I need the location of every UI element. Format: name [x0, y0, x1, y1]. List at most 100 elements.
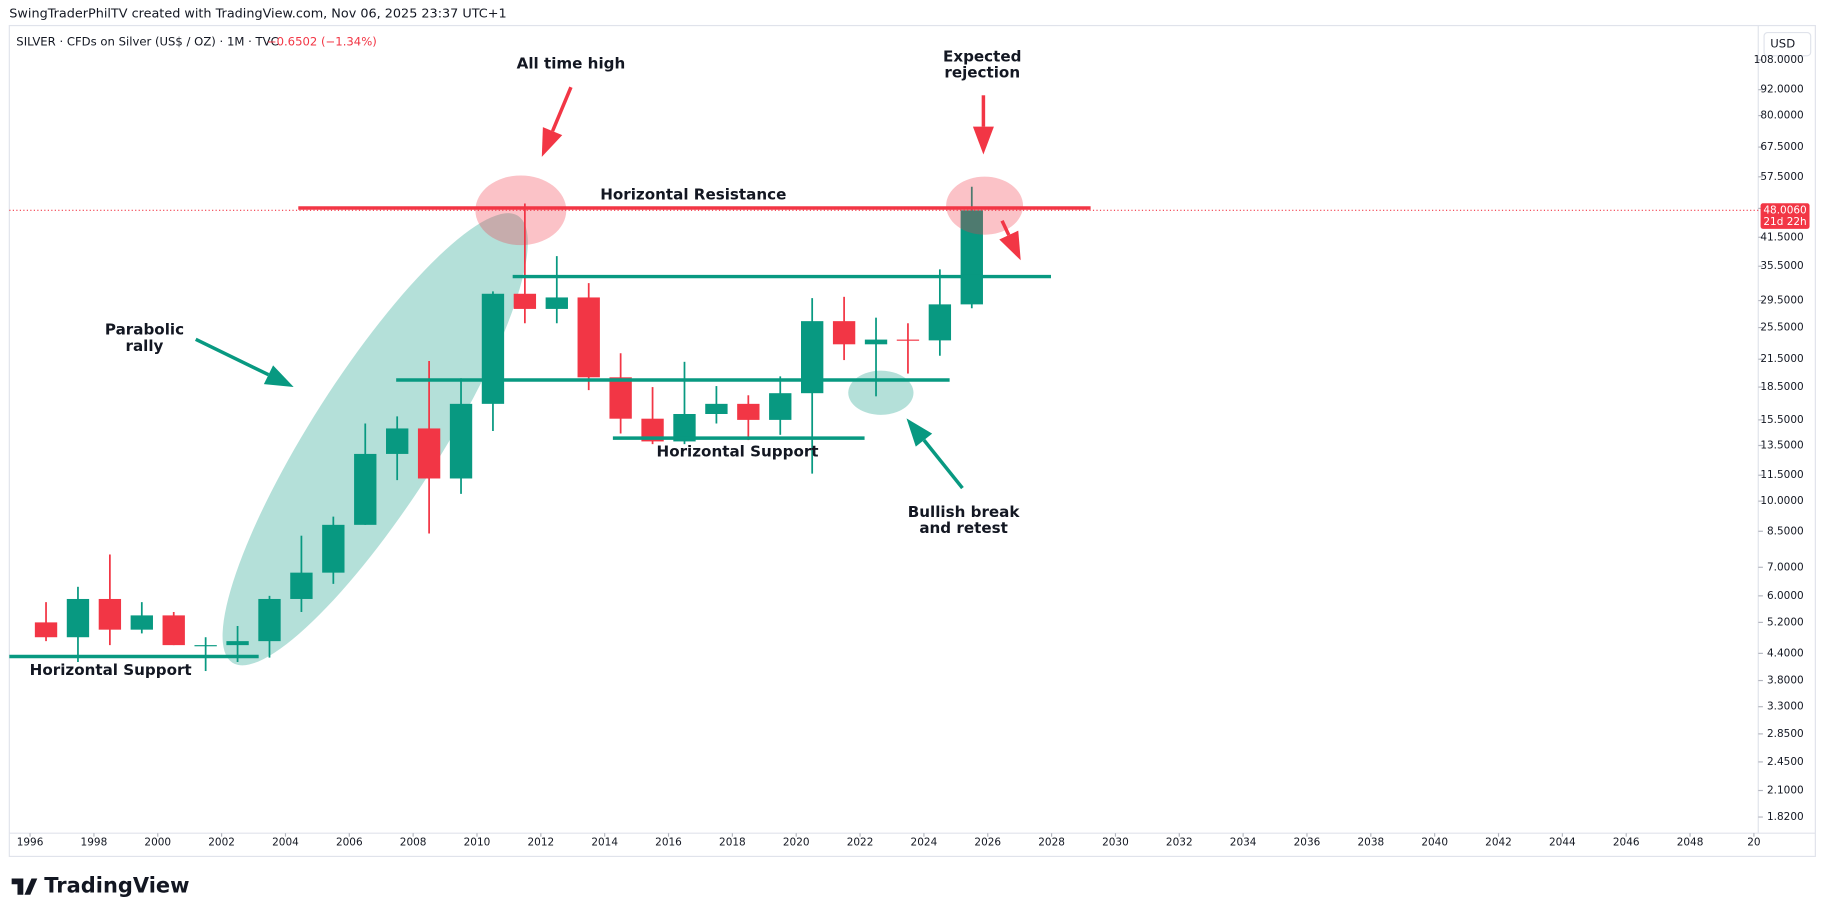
x-tick-label: 2040: [1421, 836, 1448, 848]
x-tick-label: 2024: [911, 836, 938, 848]
candle-body: [290, 572, 313, 599]
annotation: All time high: [517, 54, 626, 72]
x-tick-label: 20: [1747, 836, 1760, 848]
y-tick-label: 10.0000: [1760, 495, 1803, 507]
candle-body: [513, 293, 537, 309]
candle: [769, 376, 792, 435]
candles: [34, 186, 983, 672]
annotation: Bullish break: [908, 503, 1021, 521]
candle: [66, 586, 90, 662]
x-tick-label: 2006: [336, 836, 363, 848]
candle: [864, 317, 888, 397]
candle: [609, 353, 632, 434]
candle: [322, 516, 345, 584]
highlight: [946, 176, 1024, 235]
x-tick-label: 2010: [464, 836, 491, 848]
candle-body: [832, 321, 856, 345]
candle: [705, 386, 728, 424]
candle: [130, 602, 153, 634]
y-tick-label: 35.5000: [1760, 260, 1803, 272]
x-tick-label: 2008: [400, 836, 427, 848]
last-price-label: 48.0060: [1763, 204, 1806, 216]
x-tick-label: 2032: [1166, 836, 1193, 848]
candle-body: [130, 615, 153, 630]
candle: [290, 535, 313, 612]
y-tick-label: 15.5000: [1760, 414, 1803, 426]
x-tick-label: 2002: [208, 836, 235, 848]
y-tick-label: 1.8200: [1767, 811, 1804, 823]
arrow-head: [999, 230, 1021, 261]
arrow-head: [541, 127, 563, 157]
candle-body: [354, 453, 377, 525]
logo-text: TradingView: [44, 874, 189, 898]
last-price-box: [1760, 203, 1810, 229]
x-tick-label: 2046: [1613, 836, 1640, 848]
candle-body: [960, 210, 983, 305]
y-tick-label: 5.2000: [1767, 616, 1804, 628]
countdown: 21d 22h: [1763, 216, 1806, 228]
candle-body: [801, 321, 824, 394]
y-tick-label: 2.8500: [1767, 728, 1804, 740]
y-tick-label: 11.5000: [1760, 469, 1803, 481]
annotation: Horizontal Support: [30, 661, 192, 679]
candle: [928, 269, 952, 356]
y-tick-label: 18.5000: [1760, 381, 1803, 393]
candle-body: [98, 598, 122, 630]
candle: [34, 602, 58, 642]
y-tick-label: 2.1000: [1767, 785, 1804, 797]
candle: [481, 291, 505, 431]
candle: [162, 611, 185, 646]
y-tick-label: 3.3000: [1767, 701, 1804, 713]
candle-body: [66, 598, 90, 638]
candle-body: [896, 339, 920, 341]
x-tick-label: 2036: [1294, 836, 1321, 848]
candle-body: [545, 297, 568, 309]
logo-mark: [11, 878, 38, 895]
candle-body: [194, 645, 217, 647]
arrow-head: [263, 365, 294, 387]
symbol: SILVER · CFDs on Silver (US$ / OZ) · 1M …: [16, 34, 278, 48]
x-tick-label: 2044: [1549, 836, 1576, 848]
candle: [577, 283, 600, 391]
x-tick-label: 2026: [974, 836, 1001, 848]
y-tick-label: 29.5000: [1760, 295, 1803, 307]
y-tick-label: 41.5000: [1760, 231, 1803, 243]
candle: [896, 323, 920, 374]
candle-body: [769, 393, 792, 420]
candle-body: [417, 428, 441, 479]
arrow-shaft: [922, 439, 964, 490]
y-tick-label: 67.5000: [1760, 141, 1803, 153]
currency-button[interactable]: [1763, 31, 1812, 57]
x-tick-label: 2022: [847, 836, 874, 848]
annotation: and retest: [919, 519, 1008, 537]
x-tick-label: 2004: [272, 836, 299, 848]
credit: SwingTraderPhilTV created with TradingVi…: [9, 6, 506, 21]
y-tick-label: 13.5000: [1760, 440, 1803, 452]
y-tick-label: 6.0000: [1767, 590, 1804, 602]
x-tick-label: 2028: [1038, 836, 1065, 848]
annotation: Horizontal Support: [657, 443, 819, 461]
x-tick-label: 1998: [81, 836, 108, 848]
y-tick-label: 7.0000: [1767, 561, 1804, 573]
highlight: [848, 370, 914, 415]
x-tick-label: 2012: [527, 836, 554, 848]
candle-body: [577, 297, 600, 378]
x-tick-label: 2014: [591, 836, 618, 848]
candle-body: [737, 403, 760, 420]
x-tick-label: 2038: [1357, 836, 1384, 848]
currency[interactable]: USD: [1770, 37, 1795, 51]
candle-body: [673, 413, 696, 442]
logo: TradingView: [11, 874, 190, 898]
candle: [194, 637, 217, 672]
change: −0.6502 (−1.34%): [267, 34, 377, 48]
x-tick-label: 2020: [783, 836, 810, 848]
candle: [641, 387, 664, 445]
arrow-shaft: [1000, 220, 1011, 236]
x-tick-label: 2042: [1485, 836, 1512, 848]
candle-body: [322, 524, 345, 573]
candle: [258, 595, 281, 658]
candle: [801, 298, 824, 474]
annotation: rally: [126, 337, 164, 355]
